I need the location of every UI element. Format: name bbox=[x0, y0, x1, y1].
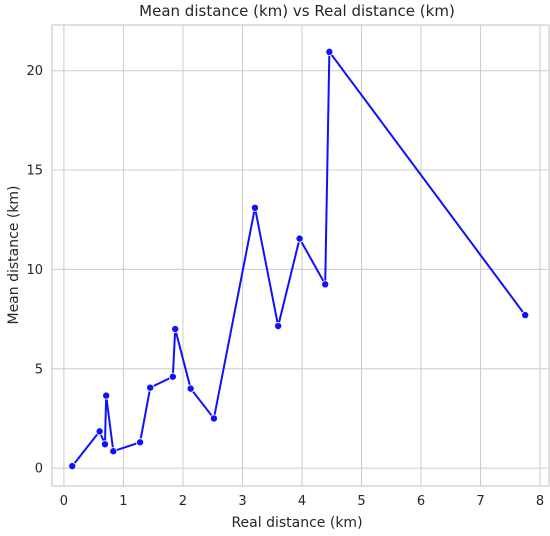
y-tick-label: 10 bbox=[26, 263, 43, 278]
data-point-marker bbox=[209, 414, 218, 423]
data-point-marker bbox=[109, 447, 118, 456]
x-tick-label: 2 bbox=[179, 494, 187, 509]
x-tick-label: 0 bbox=[60, 494, 68, 509]
tick-labels: 0 1 2 3 4 5 6 7 8 0 5 10 15 20 bbox=[26, 64, 544, 509]
x-tick-label: 8 bbox=[536, 494, 544, 509]
x-tick-label: 6 bbox=[417, 494, 425, 509]
data-point-marker bbox=[95, 427, 104, 436]
y-tick-label: 0 bbox=[35, 462, 43, 477]
data-point-marker bbox=[102, 391, 111, 400]
x-tick-label: 5 bbox=[357, 494, 365, 509]
y-tick-label: 5 bbox=[35, 362, 43, 377]
x-tick-label: 3 bbox=[238, 494, 246, 509]
x-axis-label: Real distance (km) bbox=[231, 515, 362, 531]
data-point-marker bbox=[250, 203, 259, 212]
data-point-marker bbox=[274, 322, 283, 331]
data-point-marker bbox=[168, 372, 177, 381]
data-point-marker bbox=[68, 462, 77, 471]
data-point-marker bbox=[100, 440, 109, 449]
grid-lines bbox=[52, 25, 549, 486]
data-point-marker bbox=[295, 234, 304, 243]
y-axis-label: Mean distance (km) bbox=[6, 185, 22, 324]
data-point-marker bbox=[321, 280, 330, 289]
plot-frame bbox=[51, 24, 550, 487]
chart-title: Mean distance (km) vs Real distance (km) bbox=[139, 2, 455, 20]
data-point-marker bbox=[136, 438, 145, 447]
x-tick-label: 4 bbox=[298, 494, 306, 509]
y-tick-label: 15 bbox=[26, 164, 43, 179]
y-tick-label: 20 bbox=[26, 64, 43, 79]
x-tick-label: 7 bbox=[476, 494, 484, 509]
data-point-marker bbox=[146, 383, 155, 392]
x-tick-label: 1 bbox=[119, 494, 127, 509]
data-point-marker bbox=[325, 47, 334, 56]
series-line bbox=[71, 50, 526, 467]
series-line-group bbox=[68, 47, 530, 471]
data-point-marker bbox=[171, 325, 180, 334]
data-point-marker bbox=[186, 384, 195, 393]
data-point-marker bbox=[521, 311, 530, 320]
